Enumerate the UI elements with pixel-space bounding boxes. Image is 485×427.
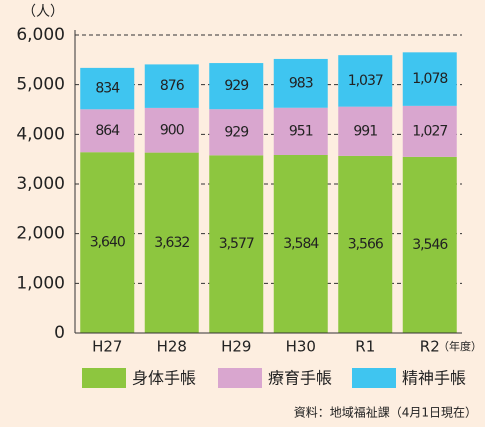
bar-segment [209, 63, 264, 110]
data-label: 1,027 [412, 123, 447, 139]
source: 資料：地域福祉課（4月1日現在） [294, 405, 477, 420]
legend-swatch [82, 368, 126, 388]
data-label: 3,640 [90, 235, 125, 251]
legend-label: 療育手帳 [268, 369, 332, 388]
data-label: 864 [95, 123, 120, 139]
bar-segment [338, 155, 393, 333]
data-label: 929 [224, 78, 248, 94]
x-tick-label: H27 [92, 338, 122, 356]
bar-segment [144, 152, 199, 333]
x-tick-label: R1 [355, 338, 375, 356]
data-label: 3,546 [412, 237, 448, 253]
bar-segment [80, 152, 135, 333]
bar-segment [402, 105, 457, 157]
bar-segment [273, 58, 328, 108]
bar-segment [273, 107, 328, 155]
data-label: 3,577 [219, 236, 254, 252]
unit-label: （人） [22, 4, 64, 20]
data-label: 991 [353, 123, 377, 139]
data-label: 3,584 [283, 236, 319, 252]
bar-segment [144, 64, 199, 108]
y-tick-label: 2,000 [16, 224, 65, 244]
x-tick-label: H29 [221, 338, 251, 356]
x-tick-label: H30 [286, 338, 316, 356]
bar-segment [338, 106, 393, 156]
bar-segment [209, 109, 264, 156]
bar-segment [338, 55, 393, 107]
legend-label: 精神手帳 [402, 369, 466, 388]
legend-label: 身体手帳 [132, 369, 196, 388]
bar-segment [402, 52, 457, 106]
legend-swatch [218, 368, 262, 388]
y-tick-label: 0 [54, 323, 65, 343]
bar-segment [402, 156, 457, 333]
data-label: 900 [160, 122, 184, 138]
data-label: 951 [289, 123, 313, 139]
data-label: 1,037 [348, 73, 383, 89]
data-label: 983 [289, 75, 313, 91]
legend-swatch [352, 368, 396, 388]
data-label: 1,078 [412, 71, 447, 87]
bar-segment [209, 155, 264, 333]
bar-segment [80, 67, 135, 110]
bar-segment [144, 107, 199, 153]
y-tick-label: 6,000 [16, 25, 65, 45]
y-tick-label: 4,000 [16, 124, 65, 144]
bar-segment [273, 154, 328, 333]
data-label: 3,566 [348, 236, 384, 252]
data-label: 3,632 [154, 235, 189, 251]
data-label: 929 [224, 124, 248, 140]
y-tick-label: 1,000 [16, 273, 65, 293]
data-label: 834 [95, 81, 120, 97]
data-label: 876 [160, 78, 185, 94]
x-tick-label: R2 [420, 338, 440, 356]
x-unit-label: （年度） [438, 339, 482, 353]
bar-segment [80, 109, 135, 153]
y-tick-label: 5,000 [16, 75, 65, 95]
x-tick-label: H28 [157, 338, 187, 356]
y-tick-label: 3,000 [16, 174, 65, 194]
